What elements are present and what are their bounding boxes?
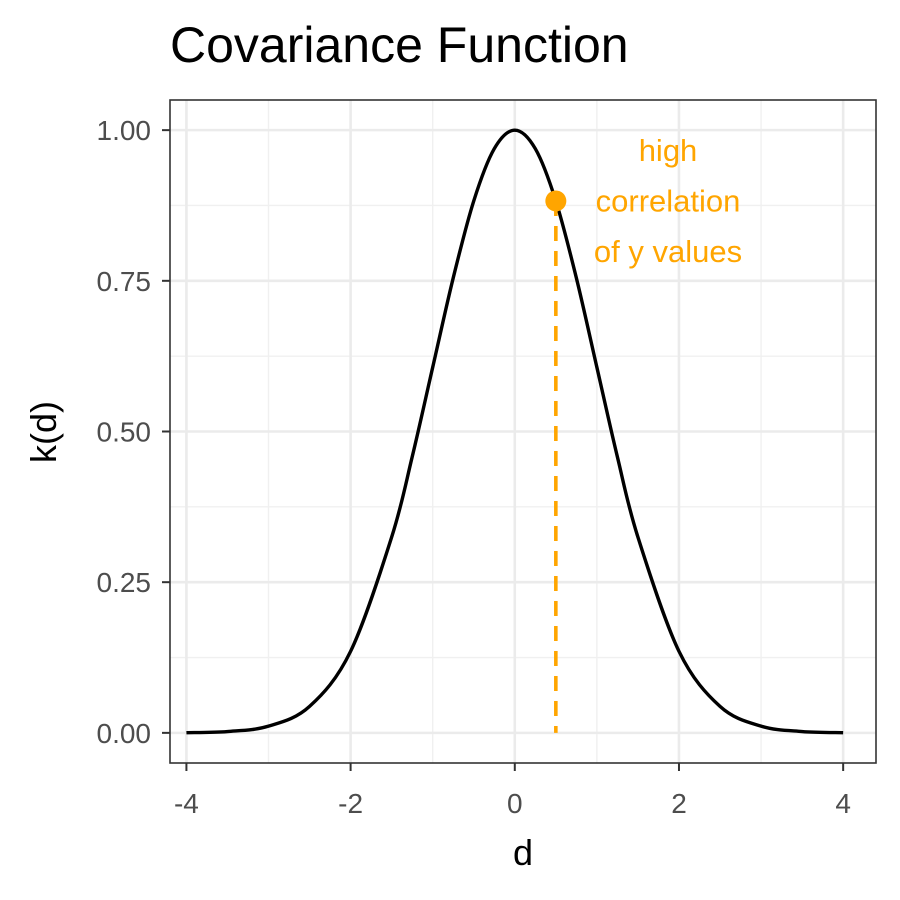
chart-title: Covariance Function (170, 17, 629, 73)
y-tick-label: 1.00 (97, 115, 152, 146)
grid (170, 100, 876, 763)
y-tick-label: 0.00 (97, 718, 152, 749)
y-tick-label: 0.50 (97, 417, 152, 448)
y-tick-label: 0.75 (97, 266, 152, 297)
x-tick-label: -2 (338, 788, 363, 819)
y-axis-title: k(d) (23, 401, 64, 463)
axes: -4 -2 0 2 4 0.00 0.25 0.50 0.75 1.00 (97, 115, 851, 819)
x-tick-label: 0 (507, 788, 523, 819)
plot-area (186, 128, 844, 735)
x-tick-label: -4 (174, 788, 199, 819)
x-tick-label: 4 (835, 788, 851, 819)
x-tick-label: 2 (671, 788, 687, 819)
highlight-point (545, 190, 567, 212)
annotation-line: correlation (596, 184, 741, 219)
annotation-line: of y values (594, 234, 742, 269)
y-tick-label: 0.25 (97, 567, 152, 598)
x-axis-title: d (513, 832, 533, 873)
annotation: high correlation of y values (594, 133, 742, 269)
annotation-line: high (639, 133, 698, 168)
covariance-curve (186, 128, 844, 735)
